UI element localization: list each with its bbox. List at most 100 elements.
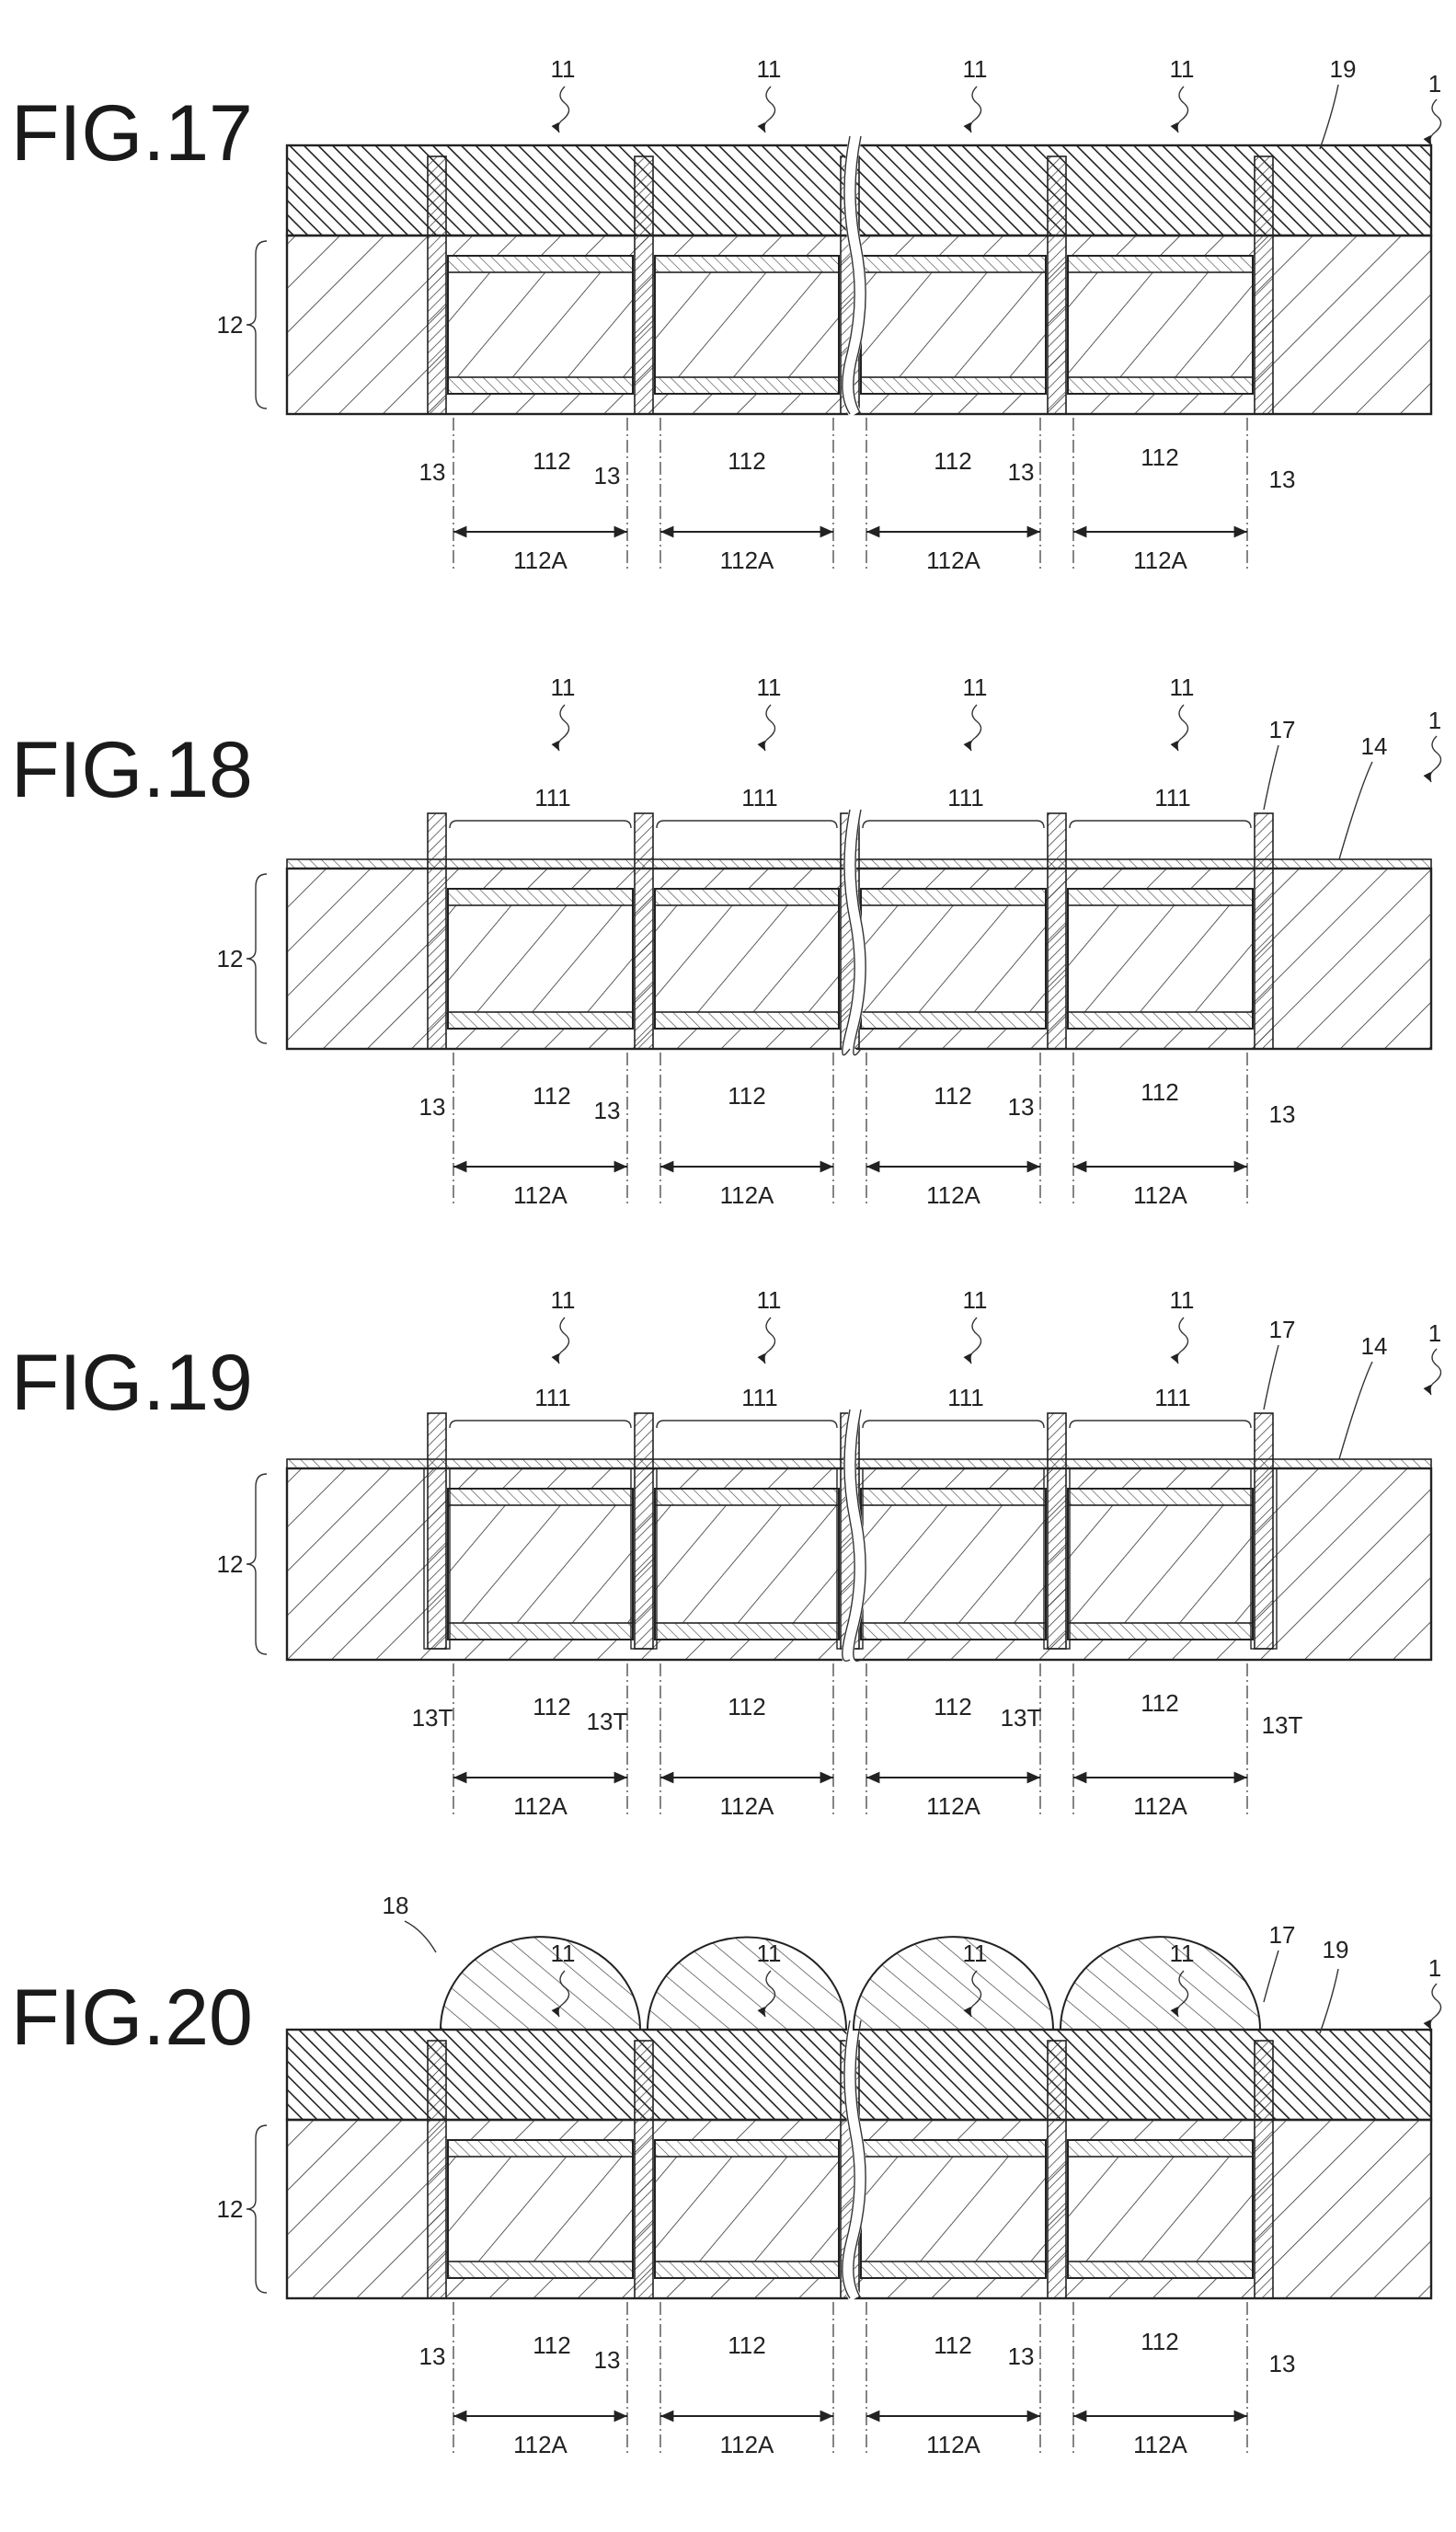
dimension-label-112A: 112A bbox=[926, 2431, 980, 2458]
photodiode-ref-112: 112 bbox=[1141, 1078, 1178, 1106]
pixel-top-strip bbox=[861, 1489, 1046, 1505]
microlens-18 bbox=[854, 1937, 1053, 2030]
dimension-label-112A: 112A bbox=[1133, 2431, 1187, 2458]
corner-leader bbox=[1430, 1984, 1441, 2030]
pixel-top-strip bbox=[1068, 889, 1253, 905]
dimension-label-112A: 112A bbox=[720, 2431, 774, 2458]
pixel-top-strip bbox=[655, 1489, 839, 1505]
separation-wall-13 bbox=[635, 2041, 653, 2298]
separation-wall-13 bbox=[428, 2041, 446, 2298]
wall-ref-13: 13 bbox=[594, 1097, 621, 1124]
photodiode-112 bbox=[861, 905, 1046, 1012]
region-ref-111: 111 bbox=[741, 1384, 778, 1411]
photodiode-112 bbox=[448, 1505, 633, 1623]
photodiode-112 bbox=[1068, 272, 1253, 377]
pixel-leader bbox=[558, 86, 569, 132]
pixel-ref-11: 11 bbox=[963, 55, 988, 83]
pixel-top-strip bbox=[448, 1489, 633, 1505]
photodiode-112 bbox=[1068, 1505, 1253, 1623]
separation-wall-13 bbox=[428, 813, 446, 1049]
separation-wall-13 bbox=[1255, 2041, 1273, 2298]
pixel-leader bbox=[970, 705, 981, 751]
photodiode-ref-112: 112 bbox=[728, 1082, 765, 1110]
photodiode-ref-112: 112 bbox=[728, 2331, 765, 2359]
pixel-ref-11: 11 bbox=[551, 1286, 576, 1314]
photodiode-112 bbox=[861, 1505, 1046, 1623]
figure-19: FIG.1911211111111111111111111171413T1121… bbox=[11, 1286, 1441, 1820]
pixel-top-strip bbox=[448, 889, 633, 905]
layer-12-brace bbox=[246, 1474, 267, 1654]
separation-wall-13 bbox=[1255, 813, 1273, 1049]
pixel-bottom-strip bbox=[861, 377, 1046, 394]
pixel-top-strip bbox=[655, 2140, 839, 2157]
region-111-brace bbox=[863, 1421, 1044, 1428]
photodiode-ref-112: 112 bbox=[934, 1082, 971, 1110]
wall17-leader bbox=[1264, 1951, 1278, 2002]
pixel-top-strip bbox=[1068, 1489, 1253, 1505]
pixel-bottom-strip bbox=[448, 1012, 633, 1029]
dimension-label-112A: 112A bbox=[1133, 1181, 1187, 1209]
figure-title: FIG.18 bbox=[11, 726, 253, 814]
photodiode-ref-112: 112 bbox=[1141, 2328, 1178, 2355]
pixel-top-strip bbox=[861, 256, 1046, 272]
microlens-18 bbox=[648, 1938, 846, 2030]
microlens-18 bbox=[441, 1937, 640, 2030]
photodiode-112 bbox=[655, 2157, 839, 2262]
pixel-top-strip bbox=[448, 2140, 633, 2157]
pixel-ref-11: 11 bbox=[963, 1286, 988, 1314]
photodiode-ref-112: 112 bbox=[1141, 443, 1178, 471]
pixel-leader bbox=[1177, 86, 1188, 132]
pixel-bottom-strip bbox=[655, 377, 839, 394]
wall-ref-13: 13 bbox=[1269, 466, 1296, 493]
photodiode-112 bbox=[861, 272, 1046, 377]
wall-ref-13: 13 bbox=[1008, 2342, 1035, 2370]
dimension-label-112A: 112A bbox=[926, 1181, 980, 1209]
separation-wall-13 bbox=[1255, 156, 1273, 414]
wall-ref-13: 13 bbox=[594, 462, 621, 489]
pixel-leader bbox=[558, 1318, 569, 1364]
wall-ref-13: 13 bbox=[1269, 2350, 1296, 2377]
layer-12-brace bbox=[246, 874, 267, 1043]
pixel-bottom-strip bbox=[448, 2262, 633, 2278]
pixel-ref-11: 11 bbox=[551, 673, 576, 701]
pixel-leader bbox=[764, 1318, 775, 1364]
photodiode-112 bbox=[655, 905, 839, 1012]
pixel-leader bbox=[1177, 1318, 1188, 1364]
dimension-label-112A: 112A bbox=[926, 1792, 980, 1820]
pixel-bottom-strip bbox=[861, 1623, 1046, 1640]
dimension-label-112A: 112A bbox=[720, 1792, 774, 1820]
figure-title: FIG.19 bbox=[11, 1339, 253, 1427]
pixel-top-strip bbox=[861, 2140, 1046, 2157]
layer19-leader bbox=[1320, 1969, 1338, 2033]
layer-12-brace bbox=[246, 2125, 267, 2293]
wall-ref-13: 13 bbox=[1008, 1093, 1035, 1121]
photodiode-ref-112: 112 bbox=[934, 1693, 971, 1721]
dimension-label-112A: 112A bbox=[513, 2431, 567, 2458]
corner-leader bbox=[1430, 1349, 1441, 1395]
dimension-label-112A: 112A bbox=[513, 1181, 567, 1209]
pixel-ref-11: 11 bbox=[757, 55, 782, 83]
photodiode-ref-112: 112 bbox=[533, 2331, 570, 2359]
pixel-leader bbox=[764, 705, 775, 751]
wall-ref-13: 13 bbox=[419, 1093, 446, 1121]
separation-wall-13 bbox=[428, 1413, 446, 1649]
pixel-bottom-strip bbox=[655, 1623, 839, 1640]
photodiode-112 bbox=[448, 2157, 633, 2262]
figure-title: FIG.17 bbox=[11, 89, 253, 178]
photodiode-ref-112: 112 bbox=[533, 1693, 570, 1721]
pixel-top-strip bbox=[448, 256, 633, 272]
photodiode-112 bbox=[1068, 2157, 1253, 2262]
pixel-bottom-strip bbox=[1068, 2262, 1253, 2278]
pixel-bottom-strip bbox=[861, 2262, 1046, 2278]
region-ref-111: 111 bbox=[534, 1384, 571, 1411]
pixel-bottom-strip bbox=[861, 1012, 1046, 1029]
photodiode-ref-112: 112 bbox=[533, 447, 570, 475]
figure-18: FIG.181121111111111111111111117141311213… bbox=[11, 673, 1441, 1209]
pixel-leader bbox=[1177, 705, 1188, 751]
film14-leader bbox=[1339, 762, 1372, 859]
photodiode-112 bbox=[655, 1505, 839, 1623]
separation-wall-13 bbox=[635, 813, 653, 1049]
dimension-label-112A: 112A bbox=[720, 1181, 774, 1209]
dimension-label-112A: 112A bbox=[513, 1792, 567, 1820]
